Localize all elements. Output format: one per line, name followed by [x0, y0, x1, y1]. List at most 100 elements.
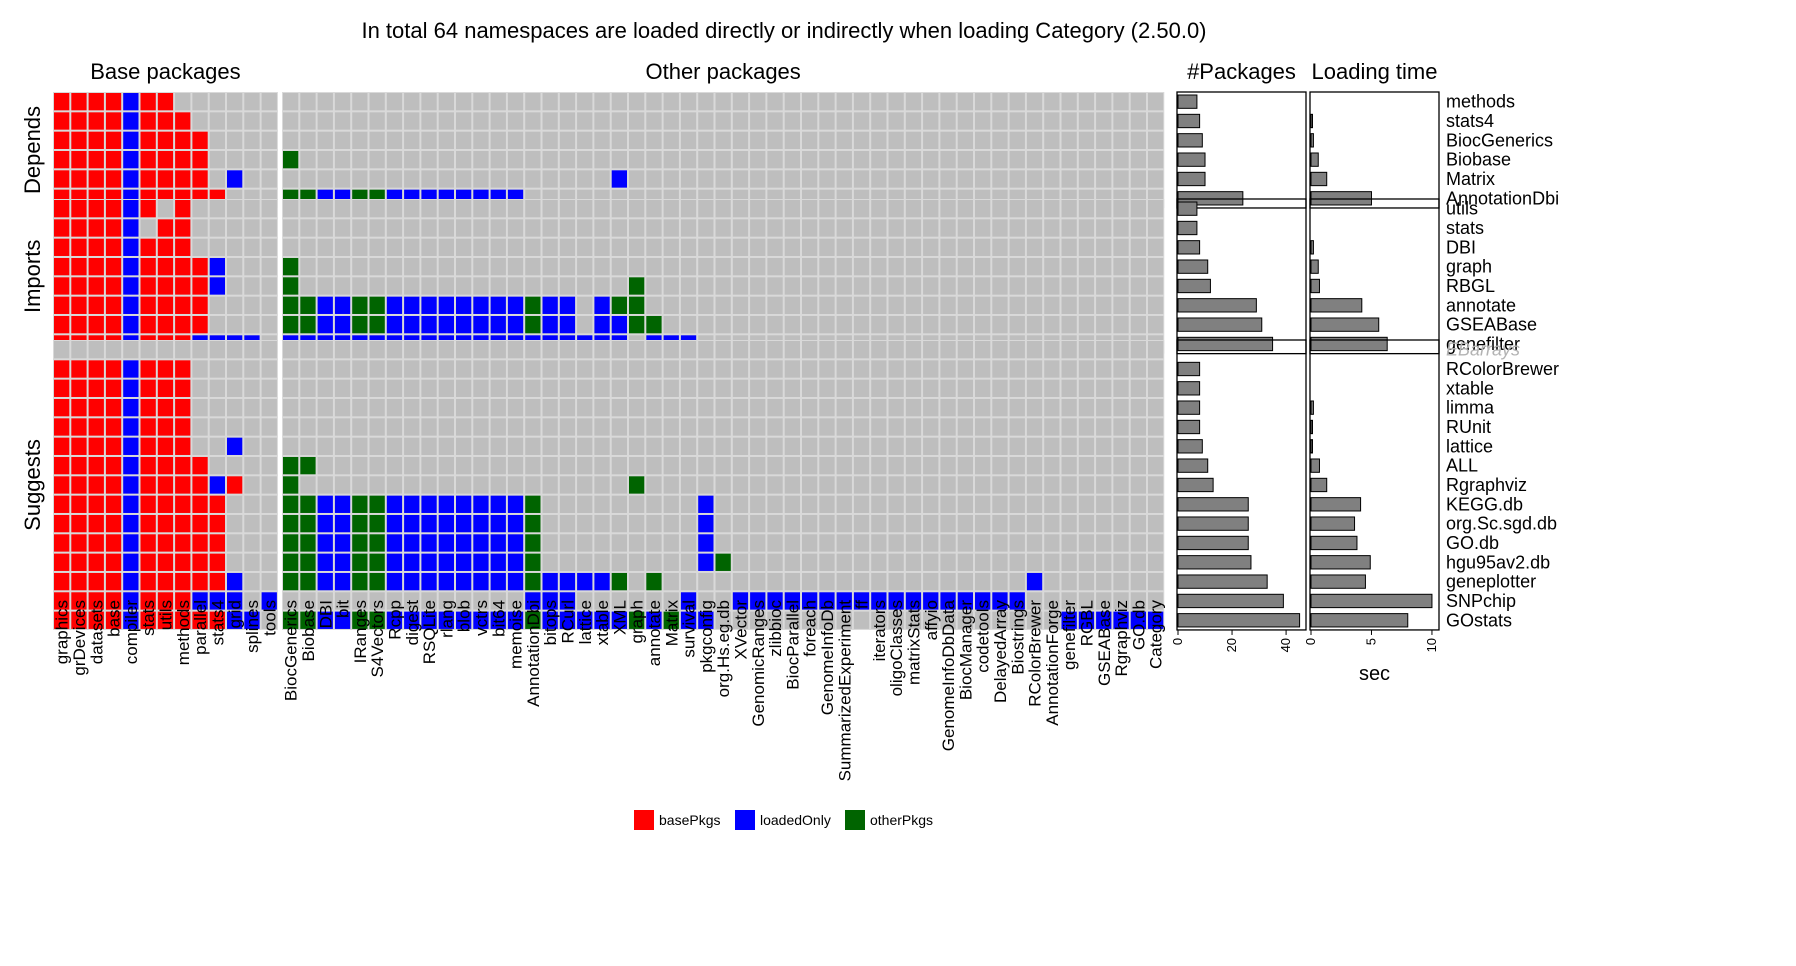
cell-lattice-org.Hs.eg.db	[715, 437, 731, 455]
cell-graph-GenomicRanges	[750, 257, 766, 276]
cell-graph-XVector	[732, 257, 749, 276]
cell-methods-DelayedArray	[992, 93, 1008, 111]
bar-loading_time-limma	[1310, 400, 1314, 415]
cell-GOstats-DBI	[317, 611, 333, 629]
cell-limma-splines	[244, 398, 260, 417]
cell-lattice-xtable	[594, 437, 610, 455]
cell-ALL-Category	[1148, 456, 1164, 475]
cell-limma-S4Vectors	[369, 398, 385, 417]
cell-DBI-BiocManager	[957, 238, 973, 256]
cell-RUnit-digest	[404, 418, 420, 436]
tick-label-loading_time-10: 10	[1424, 638, 1439, 652]
cell-BiocGenerics-SummarizedExperiment	[836, 131, 852, 149]
cell-stats-digest	[404, 219, 420, 237]
cell-DBI-memoise	[507, 238, 524, 256]
cell-RColorBrewer-stats	[140, 360, 156, 378]
cell-org.Sc.sgd.db-grDevices	[71, 514, 87, 533]
cell-BiocGenerics-Category	[1148, 131, 1164, 149]
cell-RUnit-methods	[175, 418, 191, 436]
cell-xtable-stats	[140, 379, 156, 397]
cell-Biobase-ff	[853, 150, 870, 169]
cell-utils-codetools	[975, 200, 991, 218]
cell-KEGG.db-genefilter	[1061, 495, 1077, 513]
cell-DBI-xtable	[594, 238, 610, 256]
cell-hgu95av2.db-stats4	[209, 553, 225, 571]
cell-SNPchip-SummarizedExperiment	[836, 592, 852, 610]
cell-GOstats-graphics	[54, 611, 70, 629]
cell-ALL-GO.db	[1130, 456, 1146, 475]
cell-RUnit-GO.db	[1130, 418, 1146, 436]
cell-stats-ff	[853, 219, 870, 237]
cell-hgu95av2.db-RSQLite	[421, 553, 437, 571]
cell-annotate-bitops	[542, 296, 558, 314]
cell-limma-datasets	[88, 398, 104, 417]
cell-Matrix-iterators	[871, 170, 887, 188]
cell-limma-IRanges	[352, 398, 368, 417]
cell-Biobase-graph	[629, 150, 645, 169]
cell-RBGL-Biobase	[300, 277, 316, 295]
cell-GSEABase-affyio	[923, 315, 939, 334]
cell-limma-matrixStats	[905, 398, 922, 417]
cell-lattice-RColorBrewer	[1026, 437, 1043, 455]
cell-utils-lattice	[577, 200, 593, 218]
cell-GSEABase-bit	[334, 315, 351, 334]
cell-RUnit-IRanges	[352, 418, 368, 436]
cell-methods-memoise	[507, 93, 524, 111]
cell-utils-genefilter	[1061, 200, 1077, 218]
cell-RBGL-stats4	[209, 277, 225, 295]
cell-hgu95av2.db-bit	[334, 553, 351, 571]
cell-RBGL-blob	[456, 277, 472, 295]
cell-org.Sc.sgd.db-XVector	[732, 514, 749, 533]
cell-lattice-GenomeInfoDb	[819, 437, 835, 455]
cell-GSEABase-XML	[611, 315, 627, 334]
cell-GOstats-bitops	[542, 611, 558, 629]
cell-DBI-graphics	[54, 238, 70, 256]
col-label-genefilter: genefilter	[1060, 600, 1079, 670]
cell-GOstats-datasets	[88, 611, 104, 629]
cell-hgu95av2.db-matrixStats	[905, 553, 922, 571]
cell-limma-org.Hs.eg.db	[715, 398, 731, 417]
cell-utils-RSQLite	[421, 200, 437, 218]
cell-xtable-annotate	[646, 379, 662, 397]
cell-utils-datasets	[88, 200, 104, 218]
cell-RColorBrewer-grDevices	[71, 360, 87, 378]
cell-RBGL-RGBL	[1078, 277, 1095, 295]
cell-stats4-base	[105, 112, 122, 130]
cell-stats-bit	[334, 219, 351, 237]
cell-lattice-GSEABase	[1096, 437, 1112, 455]
cell-GO.db-compiler	[123, 534, 139, 552]
cell-stats-AnnotationDbi	[525, 219, 541, 237]
cell-RColorBrewer-Rgraphviz	[1113, 360, 1129, 378]
cell-Rgraphviz-splines	[244, 476, 260, 494]
cell-hgu95av2.db-genefilter	[1061, 553, 1077, 571]
col-label-SummarizedExperiment: SummarizedExperiment	[835, 600, 854, 782]
cell-ALL-methods	[175, 456, 191, 475]
col-label-GenomicRanges: GenomicRanges	[749, 600, 768, 727]
cell-Rgraphviz-RSQLite	[421, 476, 437, 494]
cell-Biobase-codetools	[975, 150, 991, 169]
cell-GSEABase-Matrix	[663, 315, 679, 334]
cell-RUnit-vctrs	[473, 418, 489, 436]
cell-hgu95av2.db-ff	[853, 553, 870, 571]
cell-hgu95av2.db-affyio	[923, 553, 939, 571]
cell-RColorBrewer-iterators	[871, 360, 887, 378]
cell-geneplotter-SummarizedExperiment	[836, 572, 852, 591]
cell-Matrix-graphics	[54, 170, 70, 188]
cell-GSEABase-survival	[680, 315, 697, 334]
cell-SNPchip-oligoClasses	[888, 592, 904, 610]
cell-Matrix-codetools	[975, 170, 991, 188]
cell-xtable-memoise	[507, 379, 524, 397]
cell-ALL-bitops	[542, 456, 558, 475]
cell-xtable-GenomeInfoDbData	[940, 379, 956, 397]
cell-EBarrays-matrixStats	[905, 341, 922, 359]
cell-stats-Matrix	[663, 219, 679, 237]
cell-xtable-RCurl	[559, 379, 576, 397]
cell-RColorBrewer-compiler	[123, 360, 139, 378]
bar-packages-DBI	[1177, 240, 1201, 255]
other-packages-title: Other packages	[645, 59, 800, 84]
cell-RUnit-Rgraphviz	[1113, 418, 1129, 436]
cell-BiocGenerics-RCurl	[559, 131, 576, 149]
cell-DBI-tools	[261, 238, 277, 256]
cell-xtable-splines	[244, 379, 260, 397]
cell-ALL-DelayedArray	[992, 456, 1008, 475]
